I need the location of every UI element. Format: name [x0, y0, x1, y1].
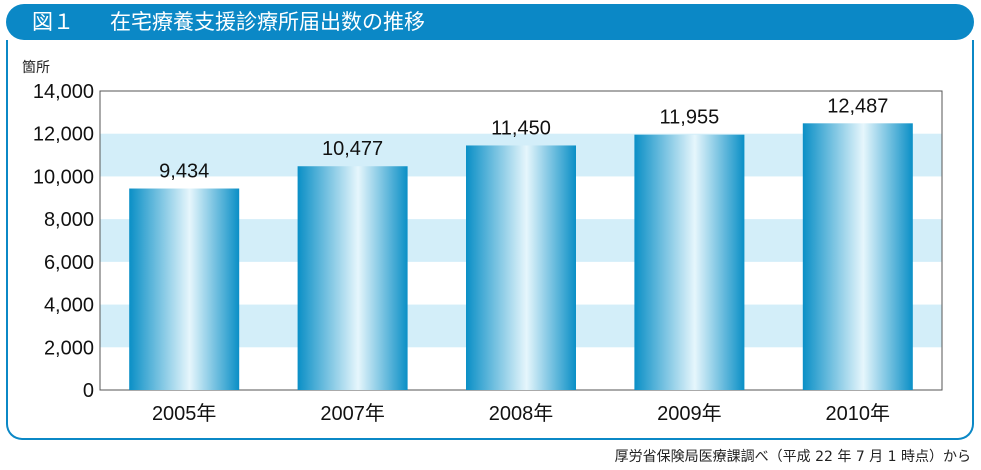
x-tick-label: 2008年 [489, 402, 554, 425]
x-tick-label: 2007年 [320, 402, 385, 425]
x-tick-label: 2005年 [152, 402, 217, 425]
y-axis-label: 箇所 [22, 59, 50, 75]
x-tick-label: 2009年 [657, 402, 722, 425]
source-note: 厚労省保険局医療課調べ（平成 22 年 7 月 1 時点）から [614, 449, 971, 465]
bar-value-label: 10,477 [322, 138, 383, 160]
bar-value-label: 11,450 [491, 117, 551, 139]
bars-group [129, 123, 913, 390]
bar [129, 188, 240, 390]
value-labels-group: 9,434 10,477 11,450 11,955 12,487 [159, 95, 888, 182]
bar [297, 166, 408, 390]
y-tick-label: 12,000 [33, 124, 94, 146]
y-tick-label: 2,000 [44, 337, 94, 359]
y-tick-label: 10,000 [33, 166, 94, 188]
y-tick-label: 4,000 [44, 295, 94, 317]
x-tick-labels-group: 2005年 2007年 2008年 2009年 2010年 [152, 402, 890, 425]
y-tick-label: 6,000 [44, 252, 94, 274]
figure-header-bar: 図１ 在宅療養支援診療所届出数の推移 [6, 4, 974, 40]
bar-value-label: 12,487 [827, 95, 888, 117]
figure-title: 在宅療養支援診療所届出数の推移 [110, 10, 425, 34]
bar [802, 123, 913, 390]
figure-number: 図１ [32, 10, 74, 34]
y-tick-label: 14,000 [33, 81, 94, 103]
bar-value-label: 9,434 [159, 161, 209, 183]
y-tick-label: 0 [83, 380, 94, 402]
bar-value-label: 11,955 [660, 107, 720, 129]
x-tick-label: 2010年 [826, 402, 891, 425]
y-tick-label: 8,000 [44, 209, 94, 231]
bar [466, 145, 576, 390]
bar [634, 134, 745, 390]
y-tick-labels-group: 0 2,000 4,000 6,000 8,000 10,000 12,000 14,000 [33, 81, 94, 402]
